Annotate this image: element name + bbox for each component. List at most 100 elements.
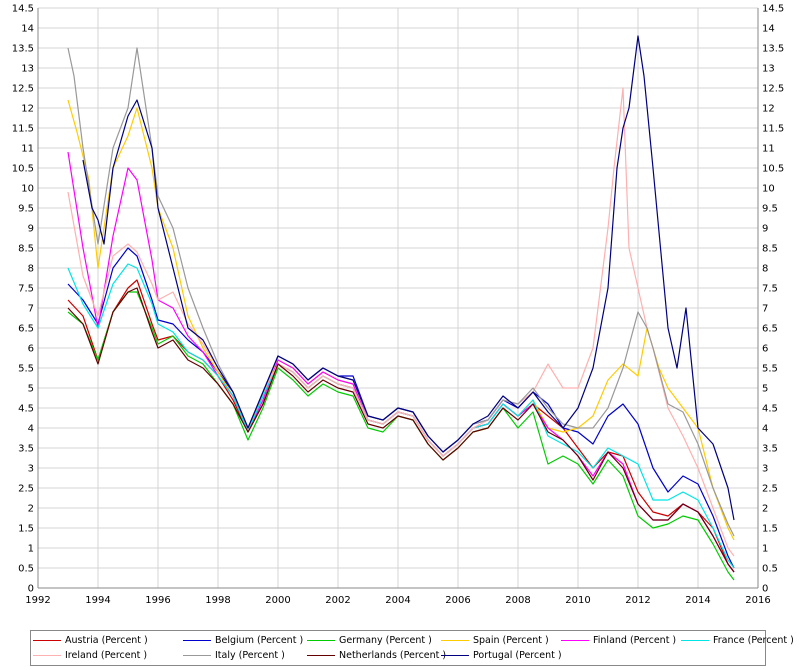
series-line-10 [82, 35, 735, 521]
y-tick-label-left: 2.5 [18, 484, 34, 495]
y-tick-label-left: 12 [21, 104, 34, 115]
y-tick-label-right: 4 [762, 424, 768, 435]
y-tick-label-right: 6 [762, 344, 768, 355]
y-tick-label-right: 5 [762, 384, 768, 395]
y-tick-label-left: 9 [28, 224, 34, 235]
legend-label: France (Percent ) [713, 635, 794, 646]
y-tick-label-left: 10.5 [12, 164, 34, 175]
legend-item: France (Percent ) [681, 634, 794, 648]
y-tick-label-right: 2 [762, 504, 768, 515]
legend-label: Ireland (Percent ) [65, 650, 148, 661]
legend: Austria (Percent ) Belgium (Percent ) Germ… [30, 630, 794, 666]
x-tick-label: 2010 [565, 595, 590, 606]
legend-item: Spain (Percent ) [441, 634, 549, 648]
legend-swatch [307, 640, 335, 641]
legend-swatch [33, 640, 61, 641]
y-tick-label-right: 10.5 [762, 164, 784, 175]
y-tick-label-left: 12.5 [12, 84, 34, 95]
x-tick-label: 2000 [265, 595, 290, 606]
legend-label: Netherlands (Percent ) [339, 650, 447, 661]
y-tick-label-left: 8 [28, 264, 34, 275]
legend-label: Portugal (Percent ) [473, 650, 562, 661]
legend-item: Italy (Percent ) [183, 649, 285, 663]
legend-item: Germany (Percent ) [307, 634, 432, 648]
y-tick-label-right: 3 [762, 464, 768, 475]
legend-item: Ireland (Percent ) [33, 649, 147, 663]
y-tick-label-left: 9.5 [18, 204, 34, 215]
x-tick-label: 2016 [745, 595, 770, 606]
legend-item: Belgium (Percent ) [183, 634, 303, 648]
y-tick-label-left: 3 [28, 464, 34, 475]
y-tick-label-right: 13 [762, 64, 775, 75]
series-line-7 [67, 87, 735, 557]
legend-swatch [183, 655, 211, 656]
y-tick-label-left: 4 [28, 424, 34, 435]
x-tick-label: 2006 [445, 595, 470, 606]
y-tick-label-left: 6 [28, 344, 34, 355]
y-tick-label-left: 0.5 [18, 564, 34, 575]
y-tick-label-right: 9.5 [762, 204, 778, 215]
x-tick-label: 1996 [145, 595, 170, 606]
x-tick-label: 1992 [25, 595, 50, 606]
y-tick-label-right: 11 [762, 144, 775, 155]
y-tick-label-right: 8 [762, 264, 768, 275]
y-tick-label-right: 14 [762, 24, 775, 35]
y-tick-label-right: 4.5 [762, 404, 778, 415]
legend-swatch [441, 655, 469, 656]
legend-swatch [33, 655, 61, 656]
legend-swatch [183, 640, 211, 641]
y-tick-label-left: 2 [28, 504, 34, 515]
legend-label: Germany (Percent ) [339, 635, 432, 646]
y-tick-label-left: 13.5 [12, 44, 34, 55]
legend-swatch [307, 655, 335, 656]
series-line-9 [67, 287, 735, 573]
y-tick-label-right: 14.5 [762, 4, 784, 15]
y-tick-label-left: 7 [28, 304, 34, 315]
y-tick-label-right: 7 [762, 304, 768, 315]
y-tick-label-right: 3.5 [762, 444, 778, 455]
y-tick-label-left: 0 [28, 584, 34, 595]
y-tick-label-left: 1.5 [18, 524, 34, 535]
y-tick-label-right: 2.5 [762, 484, 778, 495]
legend-label: Finland (Percent ) [593, 635, 677, 646]
x-tick-label: 2004 [385, 595, 410, 606]
y-tick-label-left: 11 [21, 144, 34, 155]
legend-label: Spain (Percent ) [473, 635, 549, 646]
legend-item: Finland (Percent ) [561, 634, 676, 648]
y-tick-label-right: 0.5 [762, 564, 778, 575]
legend-item: Netherlands (Percent ) [307, 649, 446, 663]
y-tick-label-left: 8.5 [18, 244, 34, 255]
y-tick-label-right: 0 [762, 584, 768, 595]
y-tick-label-right: 5.5 [762, 364, 778, 375]
y-tick-label-right: 11.5 [762, 124, 784, 135]
y-tick-label-left: 5.5 [18, 364, 34, 375]
y-tick-label-left: 6.5 [18, 324, 34, 335]
y-tick-label-right: 13.5 [762, 44, 784, 55]
y-tick-label-left: 11.5 [12, 124, 34, 135]
legend-swatch [561, 640, 589, 641]
y-tick-label-left: 5 [28, 384, 34, 395]
y-tick-label-right: 12.5 [762, 84, 784, 95]
line-chart: 0 00.5 0.51 11.5 1.52 22.5 2.53 33.5 3.54 44.5 4.5… [12, 4, 785, 607]
y-tick-label-right: 6.5 [762, 324, 778, 335]
y-tick-label-left: 10 [21, 184, 34, 195]
y-tick-label-right: 9 [762, 224, 768, 235]
y-tick-label-right: 12 [762, 104, 775, 115]
y-tick-label-left: 14.5 [12, 4, 34, 15]
x-tick-label: 1994 [85, 595, 110, 606]
legend-label: Austria (Percent ) [65, 635, 148, 646]
legend-label: Belgium (Percent ) [215, 635, 304, 646]
y-tick-label-left: 13 [21, 64, 34, 75]
legend-swatch [441, 640, 469, 641]
y-tick-label-left: 14 [21, 24, 34, 35]
legend-item: Austria (Percent ) [33, 634, 148, 648]
y-tick-label-right: 1 [762, 544, 768, 555]
legend-swatch [681, 640, 709, 641]
y-tick-label-right: 7.5 [762, 284, 778, 295]
x-tick-label: 2002 [325, 595, 350, 606]
y-tick-label-right: 1.5 [762, 524, 778, 535]
legend-label: Italy (Percent ) [215, 650, 285, 661]
y-tick-label-left: 3.5 [18, 444, 34, 455]
x-tick-label: 2012 [625, 595, 650, 606]
